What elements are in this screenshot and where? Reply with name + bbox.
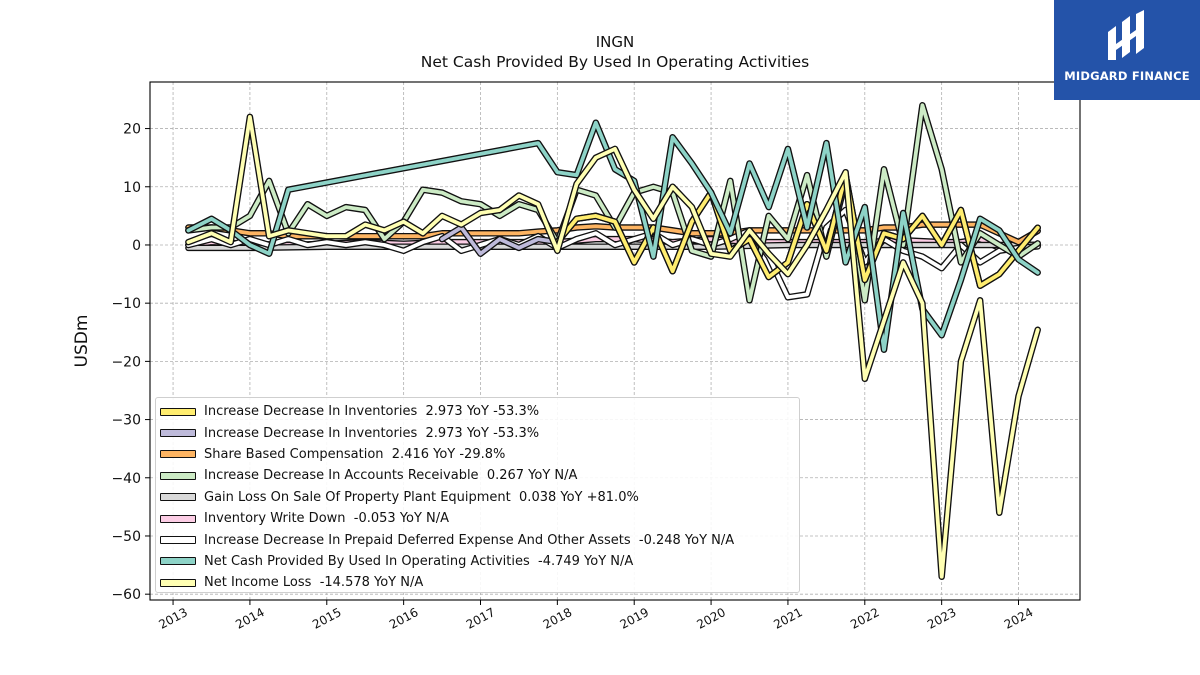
y-axis-label: USDm (72, 315, 92, 368)
x-tick-label: 2016 (387, 605, 421, 632)
legend-swatch (160, 514, 196, 523)
y-tick-label: 0 (132, 238, 141, 254)
y-tick-label: −60 (111, 587, 141, 603)
legend-swatch (160, 557, 196, 566)
legend-swatch (160, 450, 196, 459)
legend-item: Gain Loss On Sale Of Property Plant Equi… (160, 487, 799, 508)
plot-area-frame (149, 81, 1081, 601)
x-tick-label: 2019 (618, 605, 652, 632)
x-tick-label: 2022 (848, 605, 882, 632)
legend-item: Increase Decrease In Prepaid Deferred Ex… (160, 529, 799, 550)
y-tick-label: 20 (123, 122, 141, 138)
x-tick-label: 2023 (925, 605, 959, 632)
legend-swatch (160, 493, 196, 502)
legend-label: Inventory Write Down -0.053 YoY N/A (204, 511, 450, 527)
legend-item: Increase Decrease In Inventories 2.973 Y… (160, 401, 799, 422)
legend-label: Increase Decrease In Inventories 2.973 Y… (204, 425, 540, 441)
x-tick-label: 2013 (156, 605, 190, 632)
series-line (185, 119, 1041, 353)
y-tick-label: 10 (123, 180, 141, 196)
legend-item: Increase Decrease In Inventories 2.973 Y… (160, 422, 799, 443)
legend-label: Increase Decrease In Inventories 2.973 Y… (204, 404, 540, 420)
legend-label: Gain Loss On Sale Of Property Plant Equi… (204, 489, 639, 505)
brand-name: MIDGARD FINANCE (1064, 69, 1190, 83)
legend-swatch (160, 407, 196, 416)
legend: Increase Decrease In Inventories 2.973 Y… (155, 397, 800, 593)
legend-item: Share Based Compensation 2.416 YoY -29.8… (160, 444, 799, 465)
legend-item: Increase Decrease In Accounts Receivable… (160, 465, 799, 486)
legend-label: Increase Decrease In Accounts Receivable… (204, 468, 578, 484)
y-tick-label: −40 (111, 471, 141, 487)
y-tick-label: −10 (111, 296, 141, 312)
legend-swatch (160, 471, 196, 480)
chart-subtitle: Net Cash Provided By Used In Operating A… (421, 53, 809, 71)
legend-item: Net Income Loss -14.578 YoY N/A (160, 572, 799, 593)
series-line (554, 171, 1041, 289)
x-tick-label: 2015 (310, 605, 344, 632)
legend-label: Net Cash Provided By Used In Operating A… (204, 553, 634, 569)
y-tick-label: −20 (111, 354, 141, 370)
legend-label: Share Based Compensation 2.416 YoY -29.8… (204, 446, 506, 462)
legend-swatch (160, 536, 196, 545)
legend-swatch (160, 578, 196, 587)
legend-swatch (160, 429, 196, 438)
legend-label: Increase Decrease In Prepaid Deferred Ex… (204, 532, 735, 548)
legend-item: Net Cash Provided By Used In Operating A… (160, 551, 799, 572)
legend-item: Inventory Write Down -0.053 YoY N/A (160, 508, 799, 529)
series-line-stroke (186, 120, 1040, 352)
x-tick-label: 2024 (1002, 605, 1036, 632)
x-tick-label: 2017 (464, 605, 498, 632)
series-line (185, 113, 1041, 580)
y-tick-label: −50 (111, 529, 141, 545)
series-line-stroke (186, 115, 1040, 579)
x-tick-label: 2020 (694, 605, 728, 632)
x-tick-label: 2014 (233, 605, 267, 632)
chart-title: INGN (596, 33, 635, 51)
series-layer (185, 102, 1041, 580)
x-tick-label: 2018 (541, 605, 575, 632)
x-tick-label: 2021 (771, 605, 805, 632)
y-tick-label: −30 (111, 413, 141, 429)
legend-label: Net Income Loss -14.578 YoY N/A (204, 575, 424, 591)
brand-logo: MIDGARD FINANCE (1054, 0, 1200, 100)
series-line-stroke (555, 173, 1040, 288)
midgard-logo-icon (1108, 10, 1144, 60)
